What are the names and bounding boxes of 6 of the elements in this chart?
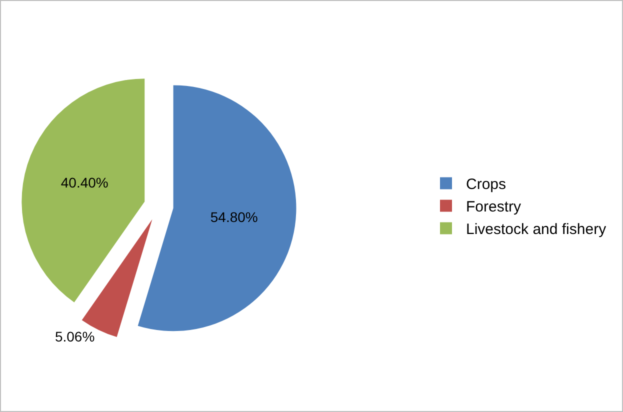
- data-label: 5.06%: [54, 328, 95, 344]
- data-label: 54.80%: [210, 209, 258, 226]
- legend-label: Crops: [466, 176, 506, 194]
- legend-label: Forestry: [466, 198, 522, 216]
- data-label: 40.40%: [60, 174, 108, 191]
- legend-label: Livestock and fishery: [466, 221, 607, 238]
